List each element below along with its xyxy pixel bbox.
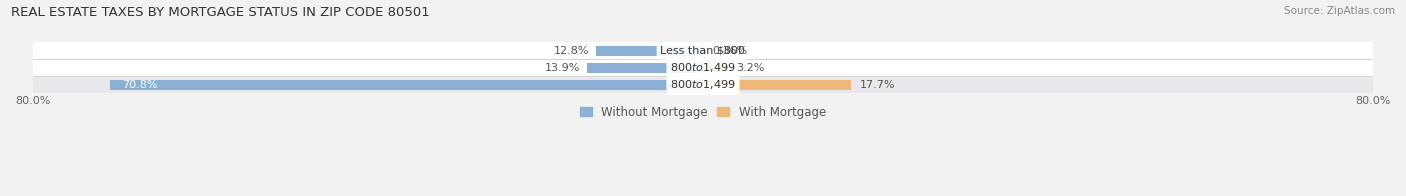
Bar (703, 46, 706, 56)
Legend: Without Mortgage, With Mortgage: Without Mortgage, With Mortgage (581, 106, 825, 119)
Text: 3.2%: 3.2% (737, 63, 765, 73)
Bar (703, 63, 730, 73)
Text: 12.8%: 12.8% (554, 46, 589, 56)
Text: 17.7%: 17.7% (859, 80, 896, 90)
Text: $800 to $1,499: $800 to $1,499 (671, 61, 735, 74)
Text: 13.9%: 13.9% (544, 63, 579, 73)
Bar (32, 43, 1374, 59)
Bar (586, 63, 703, 73)
Bar (110, 80, 703, 90)
Bar (32, 59, 1374, 76)
Text: Source: ZipAtlas.com: Source: ZipAtlas.com (1284, 6, 1395, 16)
Text: REAL ESTATE TAXES BY MORTGAGE STATUS IN ZIP CODE 80501: REAL ESTATE TAXES BY MORTGAGE STATUS IN … (11, 6, 430, 19)
Bar (32, 76, 1374, 93)
Bar (596, 46, 703, 56)
Text: $800 to $1,499: $800 to $1,499 (671, 78, 735, 91)
Bar (703, 80, 851, 90)
Text: 70.8%: 70.8% (122, 80, 157, 90)
Text: Less than $800: Less than $800 (661, 46, 745, 56)
Text: 0.36%: 0.36% (713, 46, 748, 56)
